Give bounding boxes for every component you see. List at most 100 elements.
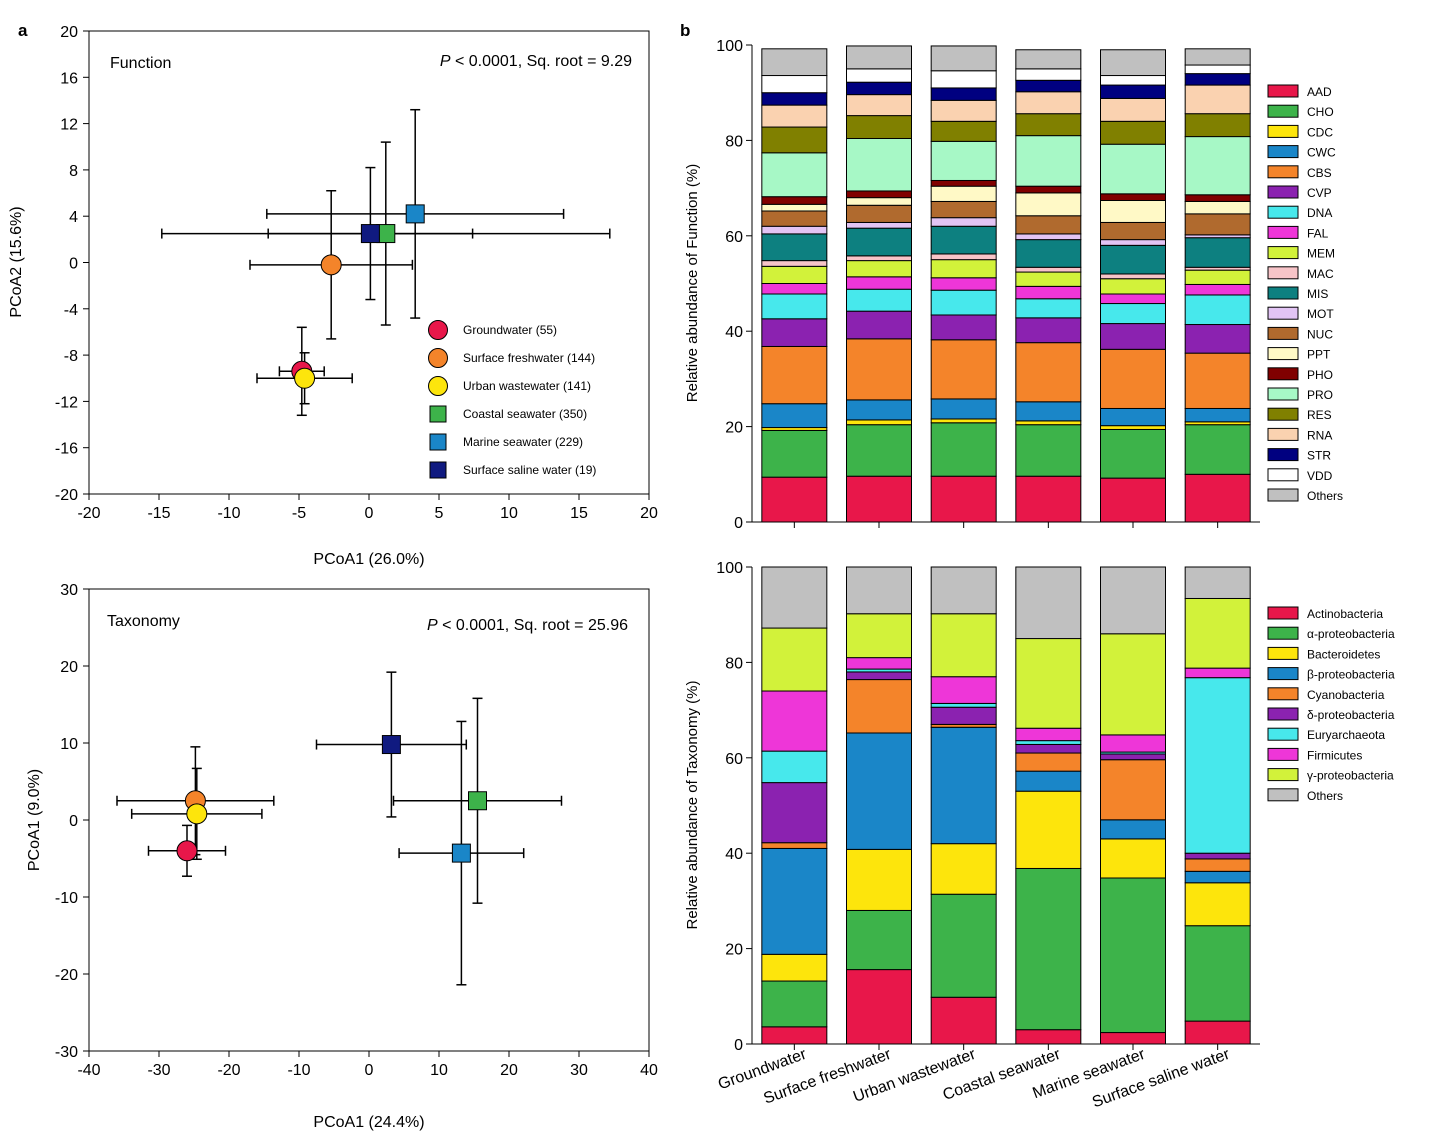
pcoa-function-chart: Function P < 0.0001, Sq. root = 9.29 PCo… [8, 24, 658, 568]
bar-segment-cho [1184, 424, 1251, 475]
bar-segment-cdc [930, 418, 997, 424]
bar-segment-mot [846, 221, 912, 229]
y-tick-label: -20 [55, 487, 78, 504]
bar-segment-others [761, 566, 828, 629]
y-tick-label: 4 [69, 209, 78, 226]
bar-segment-mis [930, 225, 997, 255]
bar-segment-vdd [761, 75, 828, 94]
y-tick-label: 80 [725, 655, 743, 672]
bar-segment-mis [846, 227, 912, 257]
legend-label-proteobacteria: γ-proteobacteria [1307, 769, 1394, 783]
x-tick-label: -20 [77, 505, 100, 522]
legend-label-mem: MEM [1307, 247, 1335, 261]
bar-segment-nuc [1100, 221, 1166, 241]
bar-segment-proteobacteria [1100, 753, 1166, 761]
bar-segment-others [846, 566, 912, 615]
bar-segment-others [1015, 49, 1082, 70]
bar-segment-cvp [1015, 317, 1082, 344]
legend-swatch-res [1267, 407, 1299, 421]
bar-segment-others [1100, 566, 1166, 635]
bar-segment-proteobacteria [846, 909, 912, 971]
x-tick-label: -15 [147, 505, 170, 522]
x-axis-label: PCoA1 (24.4%) [313, 1114, 424, 1131]
legend-label-ppt: PPT [1307, 348, 1331, 362]
legend-swatch-others [1267, 788, 1299, 802]
bar-segment-cho [761, 429, 828, 478]
x-tick-label: 20 [640, 505, 658, 522]
legend-label-actinobacteria: Actinobacteria [1307, 607, 1383, 621]
bar-segment-others [761, 48, 828, 77]
plot-frame [88, 588, 650, 1052]
legend-swatch-cvp [1267, 185, 1299, 199]
bar-segment-cho [930, 422, 997, 477]
legend-swatch-cbs [1267, 165, 1299, 179]
bar-segment-aad [1184, 473, 1251, 523]
bar-segment-proteobacteria [1184, 852, 1251, 860]
bar-segment-euryarchaeota [761, 750, 828, 784]
bar-segment-mem [1184, 269, 1251, 285]
point-groundwater [176, 840, 198, 862]
bar-segment-cvp [930, 314, 997, 341]
bar-segment-actinobacteria [846, 969, 912, 1045]
legend-swatch-dna [1267, 205, 1299, 219]
y-tick-label: 60 [725, 229, 743, 246]
bar-segment-proteobacteria [846, 671, 912, 681]
bar-segment-others [930, 45, 997, 72]
bar-segment-cvp [1100, 323, 1166, 350]
bar-segment-rna [1184, 84, 1251, 115]
y-tick-label: -12 [55, 394, 78, 411]
bar-segment-cbs [1015, 342, 1082, 403]
bar-segment-proteobacteria [1100, 877, 1166, 1034]
bar-segment-rna [761, 104, 828, 128]
x-tick-label: -5 [292, 505, 306, 522]
bar-segment-proteobacteria [1100, 819, 1166, 840]
point-surface-saline-water [381, 735, 401, 755]
legend-label: Groundwater (55) [463, 323, 557, 337]
bar-segment-mem [761, 265, 828, 285]
bar-segment-proteobacteria [930, 706, 997, 725]
legend-swatch-vdd [1267, 468, 1299, 482]
bar-segment-proteobacteria [761, 847, 828, 955]
x-tick-label: 10 [430, 1062, 448, 1079]
legend-label-nuc: NUC [1307, 327, 1333, 341]
y-tick-label: 40 [725, 324, 743, 341]
bar-segment-cho [1015, 424, 1082, 477]
bar-segment-pho [930, 179, 997, 187]
bar-segment-actinobacteria [930, 996, 997, 1045]
bar-segment-cwc [1100, 407, 1166, 427]
legend-swatch-mot [1267, 306, 1299, 320]
legend-swatch-mis [1267, 286, 1299, 300]
bar-segment-cdc [846, 419, 912, 426]
legend-label-others: Others [1307, 789, 1343, 803]
bar-segment-cwc [1015, 401, 1082, 422]
stat-text: < 0.0001, Sq. root = 9.29 [451, 53, 633, 70]
legend-label-euryarchaeota: Euryarchaeota [1307, 728, 1385, 742]
bar-segment-nuc [1015, 215, 1082, 235]
bar-segment-proteobacteria [1015, 770, 1082, 792]
bar-segment-proteobacteria [846, 732, 912, 850]
bar-segment-cdc [1100, 425, 1166, 430]
bar-segment-mis [761, 233, 828, 262]
point-urban-wastewater [186, 803, 208, 825]
y-axis-label: PCoA2 (15.6%) [8, 206, 25, 317]
bar-segment-bacteroidetes [1015, 790, 1082, 869]
legend-swatch-cho [1267, 104, 1299, 118]
bar-segment-mot [1100, 239, 1166, 246]
bar-segment-bacteroidetes [846, 848, 912, 911]
bar-segment-actinobacteria [1100, 1032, 1166, 1045]
bar-segment-ppt [1015, 192, 1082, 217]
x-tick-label: -10 [287, 1062, 310, 1079]
legend-label-cwc: CWC [1307, 146, 1336, 160]
bar-segment-res [1100, 120, 1166, 145]
bar-segment-cyanobacteria [761, 842, 828, 849]
bar-segment-ppt [1184, 200, 1251, 215]
y-tick-label: -8 [64, 348, 78, 365]
x-tick-label: 15 [570, 505, 588, 522]
bar-segment-nuc [930, 200, 997, 219]
point-coastal-seawater [468, 791, 487, 811]
legend-label-pro: PRO [1307, 388, 1333, 402]
point-marine-seawater [451, 843, 471, 863]
bar-segment-nuc [1184, 213, 1251, 236]
bar-segment-proteobacteria [1015, 867, 1082, 1031]
bar-segment-firmicutes [846, 657, 912, 670]
